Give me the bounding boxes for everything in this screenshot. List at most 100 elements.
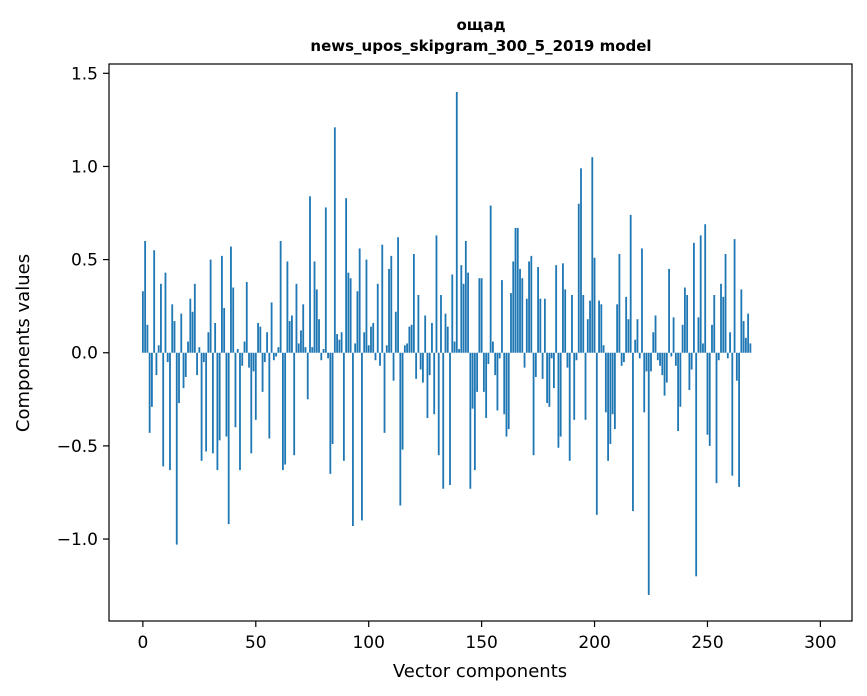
bar-component-208 [611,352,614,415]
bar-component-225 [650,352,652,372]
bar-component-114 [399,352,402,506]
x-tick-label: 150 [465,633,497,653]
bar-component-89 [342,352,345,461]
bar-component-25 [198,347,201,353]
bar-component-239 [681,324,684,353]
bar-component-184 [557,352,560,448]
bar-component-44 [241,352,244,366]
bar-component-43 [239,352,241,471]
bar-component-74 [309,196,311,353]
bar-component-15 [175,352,178,545]
bar-component-11 [166,352,169,363]
bar-component-265 [740,289,743,353]
bar-component-187 [564,289,567,353]
bar-component-134 [444,313,447,353]
bar-component-207 [609,352,612,445]
bar-component-192 [575,352,578,361]
bar-component-138 [453,341,456,353]
bar-component-171 [528,261,530,353]
bar-component-101 [370,326,372,353]
bar-component-243 [690,352,693,370]
bar-component-22 [191,311,194,353]
bar-component-73 [306,352,309,400]
bar-component-136 [449,352,451,486]
bar-component-253 [713,295,716,353]
y-axis-ticks: −1.0 −0.5 0.0 0.5 1.0 1.5 [57,64,109,550]
bar-component-266 [742,321,745,353]
bar-component-45 [243,341,246,353]
bar-component-173 [532,352,535,456]
bar-component-83 [329,352,332,474]
bar-component-222 [643,352,646,413]
bar-component-90 [345,198,348,353]
bar-component-3 [148,352,151,433]
bar-component-65 [288,321,291,353]
bar-component-172 [530,255,533,353]
plot-frame [108,63,853,622]
bar-component-202 [598,300,600,353]
bar-component-120 [412,254,415,353]
y-tick-label: 1.0 [71,157,98,177]
bar-component-262 [733,239,736,353]
bar-component-153 [487,352,490,364]
bar-component-203 [600,304,603,353]
bar-component-78 [318,319,320,353]
bar-component-42 [236,349,239,353]
bar-component-87 [338,339,341,353]
bar-component-191 [573,352,576,420]
bar-component-200 [593,257,596,353]
bar-component-123 [419,352,422,370]
bar-component-64 [286,261,289,353]
bar-component-9 [162,352,165,467]
bar-component-51 [257,322,259,353]
bar-component-50 [254,352,257,420]
bar-component-175 [537,267,539,353]
bar-component-224 [647,352,650,595]
bar-component-38 [227,352,230,525]
y-tick-label: 0.0 [71,344,98,364]
bar-component-242 [688,352,691,391]
bar-component-206 [607,352,609,461]
bar-component-41 [234,352,237,428]
bar-component-0 [141,291,144,353]
bar-component-13 [171,304,174,353]
bar-component-155 [492,341,494,353]
bar-component-122 [417,295,420,353]
bar-component-26 [200,352,203,461]
bar-component-247 [699,235,702,353]
bar-component-196 [584,352,587,420]
bar-component-164 [512,261,515,353]
bar-component-198 [589,300,591,353]
bar-component-58 [272,352,275,361]
bar-component-81 [324,207,327,353]
y-axis-label: Components values [13,254,34,432]
bar-component-35 [221,255,223,353]
bar-component-79 [320,352,323,361]
bar-component-91 [347,272,350,353]
bar-component-255 [717,352,720,361]
bar-component-238 [679,352,682,407]
bar-component-182 [552,352,555,389]
bar-component-205 [604,352,607,413]
bar-component-27 [202,352,205,363]
x-tick-label: 200 [578,633,610,653]
bar-component-52 [259,326,262,353]
bar-component-181 [550,352,553,359]
bar-component-159 [501,280,503,353]
bar-component-142 [462,283,465,353]
bar-component-121 [415,352,418,379]
bar-component-12 [169,352,171,471]
y-tick-label: 1.5 [71,64,98,84]
bar-component-93 [352,352,354,526]
bar-component-21 [189,298,192,353]
bar-component-216 [629,214,632,353]
bar-component-257 [722,296,725,353]
bar-component-102 [372,322,375,353]
bar-component-1 [144,240,147,353]
bar-component-185 [559,352,562,437]
bar-component-33 [216,352,219,471]
bar-component-258 [724,254,727,353]
bar-component-71 [302,304,305,353]
bar-component-95 [356,291,359,353]
bar-component-151 [482,352,485,392]
